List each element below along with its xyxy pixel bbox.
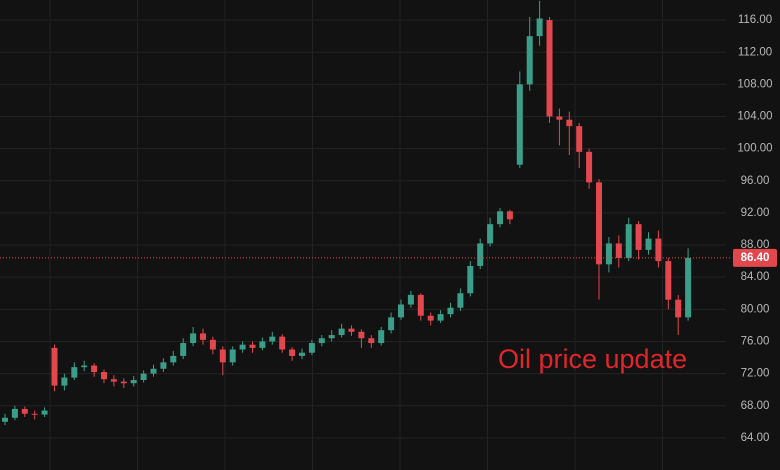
candle-body <box>71 367 78 378</box>
candle-body <box>110 379 117 382</box>
candle-body <box>61 377 68 386</box>
candle-body <box>299 352 305 356</box>
candle-body <box>467 265 474 294</box>
candle-body <box>11 408 18 418</box>
candle-body <box>487 224 494 244</box>
candle-body <box>328 335 335 339</box>
candle-body <box>645 238 652 250</box>
candle-body <box>219 349 226 363</box>
candle-body <box>576 126 583 152</box>
candle-body <box>140 373 147 381</box>
y-tick-label: 92.00 <box>741 207 770 219</box>
candle-body <box>170 355 177 363</box>
candle-body <box>368 338 375 344</box>
y-tick-label: 100.00 <box>737 143 772 155</box>
last-price-box <box>733 248 777 267</box>
y-tick-label: 80.00 <box>741 303 770 315</box>
candle-body <box>338 328 345 336</box>
y-tick-label: 108.00 <box>737 78 772 90</box>
candle-body <box>279 336 286 350</box>
candle-body <box>536 18 543 37</box>
candle-body <box>259 341 266 348</box>
candle-body <box>81 365 88 368</box>
candle-body <box>546 20 553 117</box>
y-tick-label: 116.00 <box>738 14 772 26</box>
y-tick-label: 96.00 <box>741 175 770 187</box>
candle-body <box>180 343 187 356</box>
candle-body <box>447 307 454 315</box>
candle-body <box>358 331 365 339</box>
candle-body <box>91 365 98 372</box>
candle-body <box>635 224 642 250</box>
y-tick-label: 68.00 <box>741 400 770 412</box>
candle-body <box>160 362 167 369</box>
candle-body <box>21 408 28 414</box>
candle-body <box>190 333 197 344</box>
candle-body <box>437 314 444 321</box>
candle-body <box>388 317 395 331</box>
candle-body <box>675 299 682 318</box>
candle-body <box>249 344 256 348</box>
candle-body <box>526 36 533 85</box>
candle-body <box>417 294 424 316</box>
candle-body <box>615 243 622 258</box>
candle-body <box>150 368 157 374</box>
candle-body <box>596 182 602 265</box>
candle-body <box>586 151 593 183</box>
candle-body <box>685 257 692 318</box>
candle-body <box>269 336 276 342</box>
y-tick-label: 84.00 <box>741 271 770 283</box>
candle-body <box>41 410 48 415</box>
plot <box>0 0 732 439</box>
candle-body <box>556 116 563 120</box>
candle-body <box>477 243 484 266</box>
candle-body <box>318 338 325 344</box>
candle-body <box>289 349 296 356</box>
y-tick-label: 76.00 <box>741 335 770 347</box>
candle-body <box>665 261 672 300</box>
candle-body <box>200 333 206 340</box>
candle-body <box>120 381 127 384</box>
candle-body <box>229 349 236 363</box>
candle-body <box>625 224 632 258</box>
candle-body <box>655 238 662 262</box>
y-tick-label: 112.00 <box>738 46 772 58</box>
candle-body <box>2 417 8 422</box>
candle-body <box>378 330 385 344</box>
last-price-label: 86.40 <box>741 252 770 264</box>
candle-body <box>398 304 404 318</box>
candle-body <box>407 294 414 305</box>
y-tick-label: 64.00 <box>741 432 770 444</box>
candle-body <box>239 344 246 350</box>
candle-body <box>457 293 464 308</box>
y-tick-label: 72.00 <box>741 368 770 380</box>
candle-body <box>101 371 107 380</box>
annotation: Oil price update <box>498 344 687 374</box>
candle-body <box>130 380 137 384</box>
candle-body <box>506 211 513 220</box>
candle-body <box>51 347 58 386</box>
candle-body <box>497 211 503 225</box>
candle-body <box>566 119 573 127</box>
candle-body <box>31 413 38 415</box>
candle-body <box>308 343 315 353</box>
y-tick-label: 104.00 <box>737 111 772 123</box>
candle-body <box>427 315 434 321</box>
candle-body <box>348 328 355 332</box>
candle-body <box>516 84 523 165</box>
candle-body <box>209 339 216 350</box>
candle-body <box>605 243 612 265</box>
y-tick-label: 88.00 <box>741 239 770 251</box>
